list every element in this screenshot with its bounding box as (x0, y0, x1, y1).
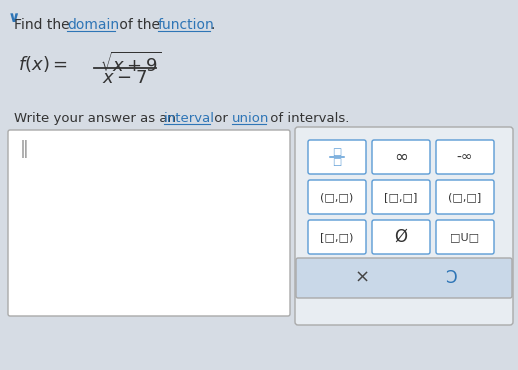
Text: ∨: ∨ (8, 10, 20, 25)
Text: Ø: Ø (395, 228, 408, 246)
FancyBboxPatch shape (372, 180, 430, 214)
FancyBboxPatch shape (296, 258, 512, 298)
FancyBboxPatch shape (295, 127, 513, 325)
Text: or: or (210, 112, 232, 125)
Text: □U□: □U□ (451, 232, 480, 242)
Text: Ɔ: Ɔ (445, 269, 456, 287)
Text: -∞: -∞ (457, 150, 473, 164)
FancyBboxPatch shape (372, 220, 430, 254)
Text: union: union (232, 112, 269, 125)
Text: (□,□): (□,□) (320, 192, 354, 202)
Text: $x-7$: $x-7$ (102, 69, 147, 87)
Text: [□,□): [□,□) (320, 232, 354, 242)
FancyBboxPatch shape (308, 220, 366, 254)
Text: □: □ (333, 157, 342, 167)
FancyBboxPatch shape (8, 130, 290, 316)
Text: domain: domain (67, 18, 119, 32)
FancyBboxPatch shape (436, 140, 494, 174)
Text: of intervals.: of intervals. (266, 112, 349, 125)
FancyBboxPatch shape (436, 180, 494, 214)
FancyBboxPatch shape (436, 220, 494, 254)
Text: .: . (210, 18, 214, 32)
Text: Find the: Find the (14, 18, 74, 32)
Text: $f(x)=$: $f(x)=$ (18, 54, 68, 74)
Text: function: function (158, 18, 215, 32)
FancyBboxPatch shape (308, 180, 366, 214)
FancyBboxPatch shape (372, 140, 430, 174)
Text: of the: of the (115, 18, 164, 32)
Text: $\sqrt{x+9}$: $\sqrt{x+9}$ (100, 52, 161, 76)
Text: ∞: ∞ (394, 148, 408, 166)
Text: (□,□]: (□,□] (449, 192, 482, 202)
Text: [□,□]: [□,□] (384, 192, 418, 202)
Text: ‖: ‖ (20, 140, 29, 158)
Text: □: □ (333, 147, 342, 157)
Text: ×: × (354, 269, 369, 287)
FancyBboxPatch shape (308, 140, 366, 174)
Text: Write your answer as an: Write your answer as an (14, 112, 180, 125)
Text: interval: interval (164, 112, 215, 125)
